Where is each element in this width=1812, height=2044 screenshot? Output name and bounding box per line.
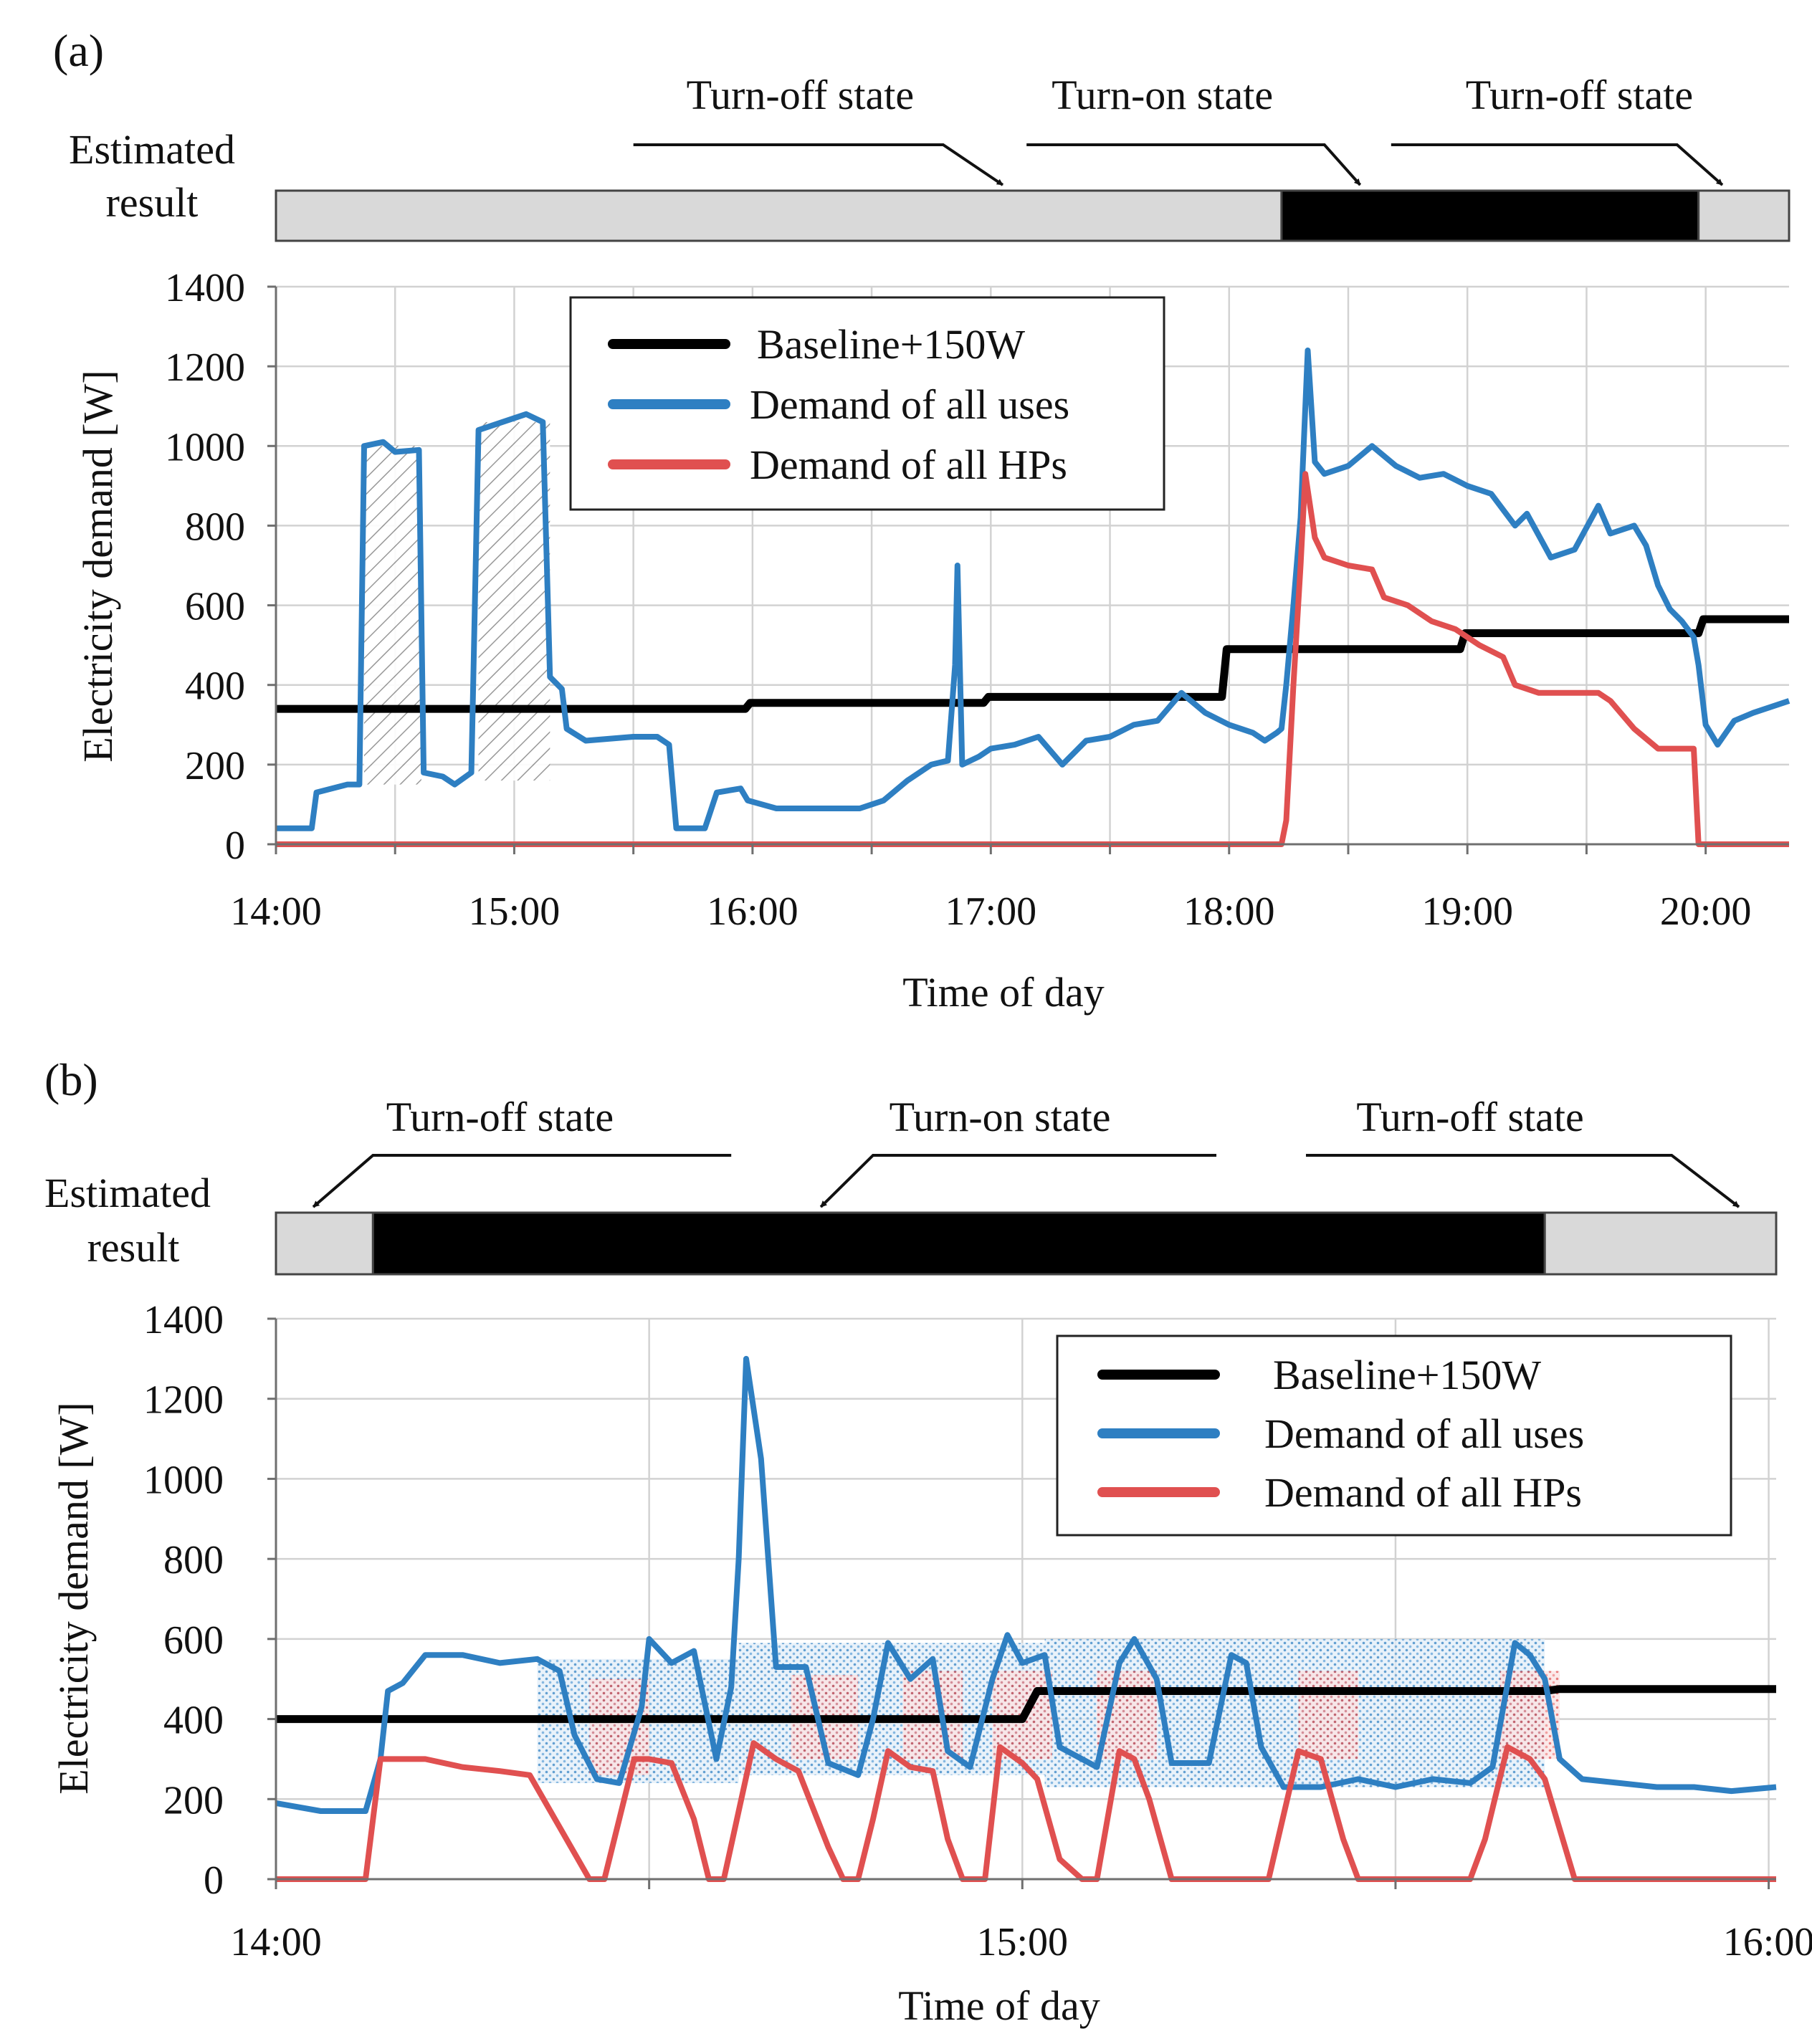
y-tick-label: 1200 <box>143 1378 224 1423</box>
series-demand-of-all-hps <box>276 471 1789 847</box>
x-axis-title-a: Time of day <box>902 969 1104 1016</box>
shaded-area-gray <box>478 421 550 781</box>
y-tick-label: 400 <box>185 664 245 709</box>
y-tick-label: 1000 <box>165 425 245 469</box>
state-annotations-a: Turn-off state Turn-on state Turn-off stat… <box>633 72 1724 186</box>
x-tick-labels-a: 14:00 15:00 16:00 17:00 18:00 19:00 20:00 <box>230 889 1751 934</box>
state-annotation-arrow <box>1026 143 1362 186</box>
x-axis-title-b: Time of day <box>898 1982 1100 2029</box>
state-annotation-label: Turn-off state <box>1356 1094 1583 1140</box>
state-annotation-label: Turn-off state <box>386 1094 614 1140</box>
panel-label-a: (a) <box>53 25 104 76</box>
state-bar-b <box>275 1211 1778 1276</box>
y-axis-title-a: Electricity demand [W] <box>75 370 121 763</box>
legend-label-baseline-b: Baseline+150W <box>1273 1352 1541 1398</box>
legend-label-baseline-a: Baseline+150W <box>757 321 1025 368</box>
y-tick-label: 0 <box>204 1858 224 1903</box>
legend-label-all-uses-b: Demand of all uses <box>1264 1410 1584 1457</box>
state-segment-off <box>275 189 1283 242</box>
series-demand-of-all-hps <box>276 1740 1776 1882</box>
axes-b <box>267 1317 1776 1889</box>
state-annotation-label: Turn-off state <box>1466 72 1693 118</box>
series-a <box>276 347 1790 847</box>
shaded-area-red <box>1298 1671 1358 1759</box>
state-annotation-label: Turn-on state <box>890 1094 1111 1140</box>
y-tick-label: 1400 <box>143 1298 224 1342</box>
y-tick-label: 1200 <box>165 345 245 390</box>
state-segment-on <box>371 1211 1546 1276</box>
state-segment-on <box>1280 189 1700 242</box>
legend-a: Baseline+150W Demand of all uses Demand … <box>569 296 1165 511</box>
y-tick-label: 400 <box>163 1699 224 1743</box>
state-annotation-label: Turn-on state <box>1052 72 1273 118</box>
axes-a <box>267 285 1789 854</box>
shaded-area-red <box>902 1671 963 1759</box>
x-tick-label: 20:00 <box>1660 889 1752 934</box>
legend-label-hps-b: Demand of all HPs <box>1264 1469 1582 1516</box>
series-baseline-150w <box>276 615 1789 713</box>
shaded-areas-a <box>364 421 550 785</box>
x-tick-label: 14:00 <box>230 889 322 934</box>
y-tick-label: 0 <box>225 823 245 868</box>
state-annotation-arrow <box>1305 1154 1740 1208</box>
state-annotation-label: Turn-off state <box>687 72 914 118</box>
y-tick-label: 600 <box>185 585 245 629</box>
state-annotation-arrow <box>1391 143 1724 186</box>
y-tick-label: 200 <box>185 744 245 788</box>
legend-label-hps-a: Demand of all HPs <box>750 441 1067 488</box>
y-tick-label: 800 <box>163 1538 224 1582</box>
panel-a: (a) Estimated result Turn-off state Turn-… <box>53 25 1790 1016</box>
x-tick-labels-b: 14:00 15:00 16:00 <box>230 1920 1812 1964</box>
state-bar-label-line1-b: Estimated <box>44 1170 211 1216</box>
y-tick-label: 800 <box>185 505 245 549</box>
series-demand-of-all-uses <box>276 347 1790 831</box>
x-tick-label: 18:00 <box>1183 889 1275 934</box>
state-bar-label-line2-a: result <box>106 179 199 226</box>
y-tick-label: 600 <box>163 1618 224 1663</box>
x-tick-label: 14:00 <box>230 1920 322 1964</box>
x-tick-label: 15:00 <box>977 1920 1069 1964</box>
state-bar-label-line1-a: Estimated <box>69 126 235 173</box>
y-axis-title-b: Electricity demand [W] <box>50 1402 97 1795</box>
x-tick-label: 15:00 <box>469 889 561 934</box>
state-annotation-arrow <box>819 1154 1217 1208</box>
state-annotation-arrow <box>312 1154 732 1208</box>
state-bar-label-line2-b: result <box>87 1224 180 1271</box>
x-tick-label: 16:00 <box>707 889 798 934</box>
legend-b: Baseline+150W Demand of all uses Demand … <box>1056 1334 1732 1537</box>
x-tick-label: 16:00 <box>1723 1920 1812 1964</box>
y-tick-label: 200 <box>163 1778 224 1823</box>
x-tick-label: 17:00 <box>945 889 1037 934</box>
y-tick-label: 1000 <box>143 1458 224 1502</box>
shaded-area-gray <box>364 446 421 785</box>
state-annotation-arrow <box>633 143 1004 186</box>
panel-b: (b) Estimated result Turn-off state Turn-… <box>44 1054 1812 2029</box>
state-annotations-b: Turn-off state Turn-on state Turn-off stat… <box>312 1094 1740 1208</box>
series-baseline-150w <box>276 1685 1776 1724</box>
y-tick-label: 1400 <box>165 266 245 310</box>
x-tick-label: 19:00 <box>1421 889 1513 934</box>
y-tick-labels-b: 0 200 400 600 800 1000 1200 1400 <box>143 1298 224 1903</box>
series-demand-of-all-uses <box>275 1355 1777 1814</box>
state-segment-off <box>275 1211 374 1276</box>
state-bar-a <box>275 189 1790 242</box>
panel-label-b: (b) <box>44 1054 98 1105</box>
state-segment-off <box>1543 1211 1778 1276</box>
state-segment-off <box>1697 189 1790 242</box>
legend-label-all-uses-a: Demand of all uses <box>750 381 1069 428</box>
y-tick-labels-a: 0 200 400 600 800 1000 1200 1400 <box>165 266 245 868</box>
